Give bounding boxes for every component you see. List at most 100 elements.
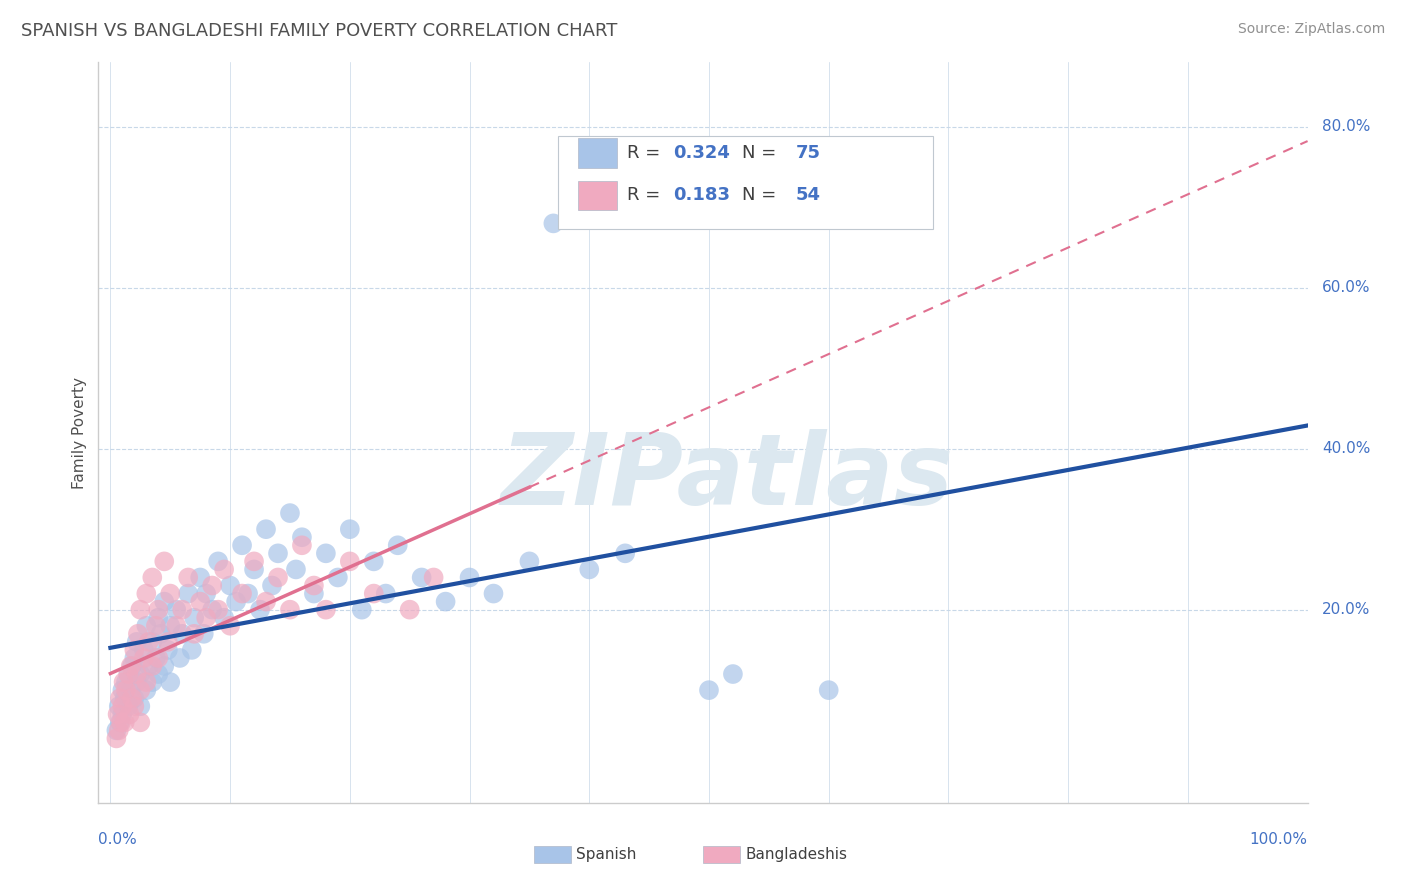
Point bbox=[302, 586, 325, 600]
Point bbox=[236, 586, 259, 600]
Point bbox=[115, 675, 138, 690]
Text: 40.0%: 40.0% bbox=[1322, 442, 1371, 456]
Point bbox=[243, 554, 266, 568]
Point bbox=[135, 675, 157, 690]
Point bbox=[326, 570, 349, 584]
Text: 80.0%: 80.0% bbox=[1322, 120, 1371, 135]
Point bbox=[138, 635, 160, 649]
Point bbox=[519, 554, 541, 568]
Point bbox=[159, 675, 181, 690]
Point bbox=[105, 731, 128, 746]
Point bbox=[148, 651, 170, 665]
Point bbox=[118, 707, 141, 722]
Point bbox=[363, 554, 385, 568]
Point bbox=[108, 691, 131, 706]
Point bbox=[111, 707, 134, 722]
Point bbox=[284, 562, 307, 576]
Point bbox=[434, 594, 457, 608]
Point bbox=[149, 627, 172, 641]
Point bbox=[195, 586, 218, 600]
Point bbox=[110, 715, 132, 730]
Point bbox=[315, 602, 337, 616]
Point bbox=[156, 635, 179, 649]
Point bbox=[193, 627, 215, 641]
Point bbox=[172, 602, 194, 616]
Text: R =: R = bbox=[627, 186, 666, 204]
Text: 54: 54 bbox=[796, 186, 821, 204]
Point bbox=[165, 619, 187, 633]
Point bbox=[207, 554, 229, 568]
Point bbox=[132, 651, 155, 665]
Point bbox=[129, 715, 152, 730]
Point bbox=[387, 538, 409, 552]
Point bbox=[121, 659, 143, 673]
Text: 60.0%: 60.0% bbox=[1322, 280, 1371, 295]
Point bbox=[141, 675, 163, 690]
Point bbox=[129, 699, 152, 714]
FancyBboxPatch shape bbox=[558, 136, 932, 229]
FancyBboxPatch shape bbox=[578, 180, 617, 211]
Point bbox=[165, 602, 187, 616]
Point bbox=[201, 578, 224, 592]
Point bbox=[114, 715, 136, 730]
Text: 75: 75 bbox=[796, 144, 821, 161]
Point bbox=[225, 594, 247, 608]
Point bbox=[339, 522, 361, 536]
Point bbox=[231, 586, 253, 600]
Point bbox=[135, 683, 157, 698]
Point bbox=[267, 570, 290, 584]
Point bbox=[212, 562, 235, 576]
Point bbox=[177, 586, 200, 600]
Point bbox=[107, 723, 129, 738]
Text: 100.0%: 100.0% bbox=[1250, 832, 1308, 847]
Point bbox=[117, 699, 139, 714]
Point bbox=[141, 635, 163, 649]
Point bbox=[112, 675, 135, 690]
Text: 0.324: 0.324 bbox=[673, 144, 730, 161]
FancyBboxPatch shape bbox=[703, 847, 740, 863]
Point bbox=[141, 659, 163, 673]
FancyBboxPatch shape bbox=[578, 138, 617, 168]
Point bbox=[145, 619, 167, 633]
Point bbox=[172, 627, 194, 641]
Point bbox=[135, 586, 157, 600]
Point bbox=[458, 570, 481, 584]
Point bbox=[422, 570, 444, 584]
Point bbox=[183, 610, 205, 624]
Point bbox=[107, 707, 129, 722]
Point bbox=[115, 683, 138, 698]
Point bbox=[363, 586, 385, 600]
Point bbox=[141, 570, 163, 584]
Point bbox=[543, 216, 565, 230]
Point bbox=[120, 659, 142, 673]
Point bbox=[124, 651, 146, 665]
Point bbox=[201, 602, 224, 616]
Point bbox=[315, 546, 337, 560]
Point bbox=[291, 530, 314, 544]
Point bbox=[159, 619, 181, 633]
Point bbox=[212, 610, 235, 624]
Point bbox=[278, 506, 301, 520]
Point bbox=[614, 546, 637, 560]
Point bbox=[291, 538, 314, 552]
Point bbox=[127, 627, 149, 641]
Point bbox=[482, 586, 505, 600]
Point bbox=[339, 554, 361, 568]
Point bbox=[302, 578, 325, 592]
Point bbox=[721, 667, 744, 681]
Point bbox=[108, 715, 131, 730]
Point bbox=[125, 635, 148, 649]
Point bbox=[249, 602, 271, 616]
Point bbox=[125, 675, 148, 690]
Text: Spanish: Spanish bbox=[576, 847, 637, 863]
Point bbox=[145, 651, 167, 665]
Point bbox=[111, 699, 134, 714]
Text: 0.183: 0.183 bbox=[673, 186, 730, 204]
Point bbox=[697, 683, 720, 698]
Point bbox=[114, 691, 136, 706]
Point bbox=[219, 619, 242, 633]
Point bbox=[107, 699, 129, 714]
Point bbox=[219, 578, 242, 592]
Point bbox=[169, 651, 191, 665]
Point bbox=[578, 562, 600, 576]
